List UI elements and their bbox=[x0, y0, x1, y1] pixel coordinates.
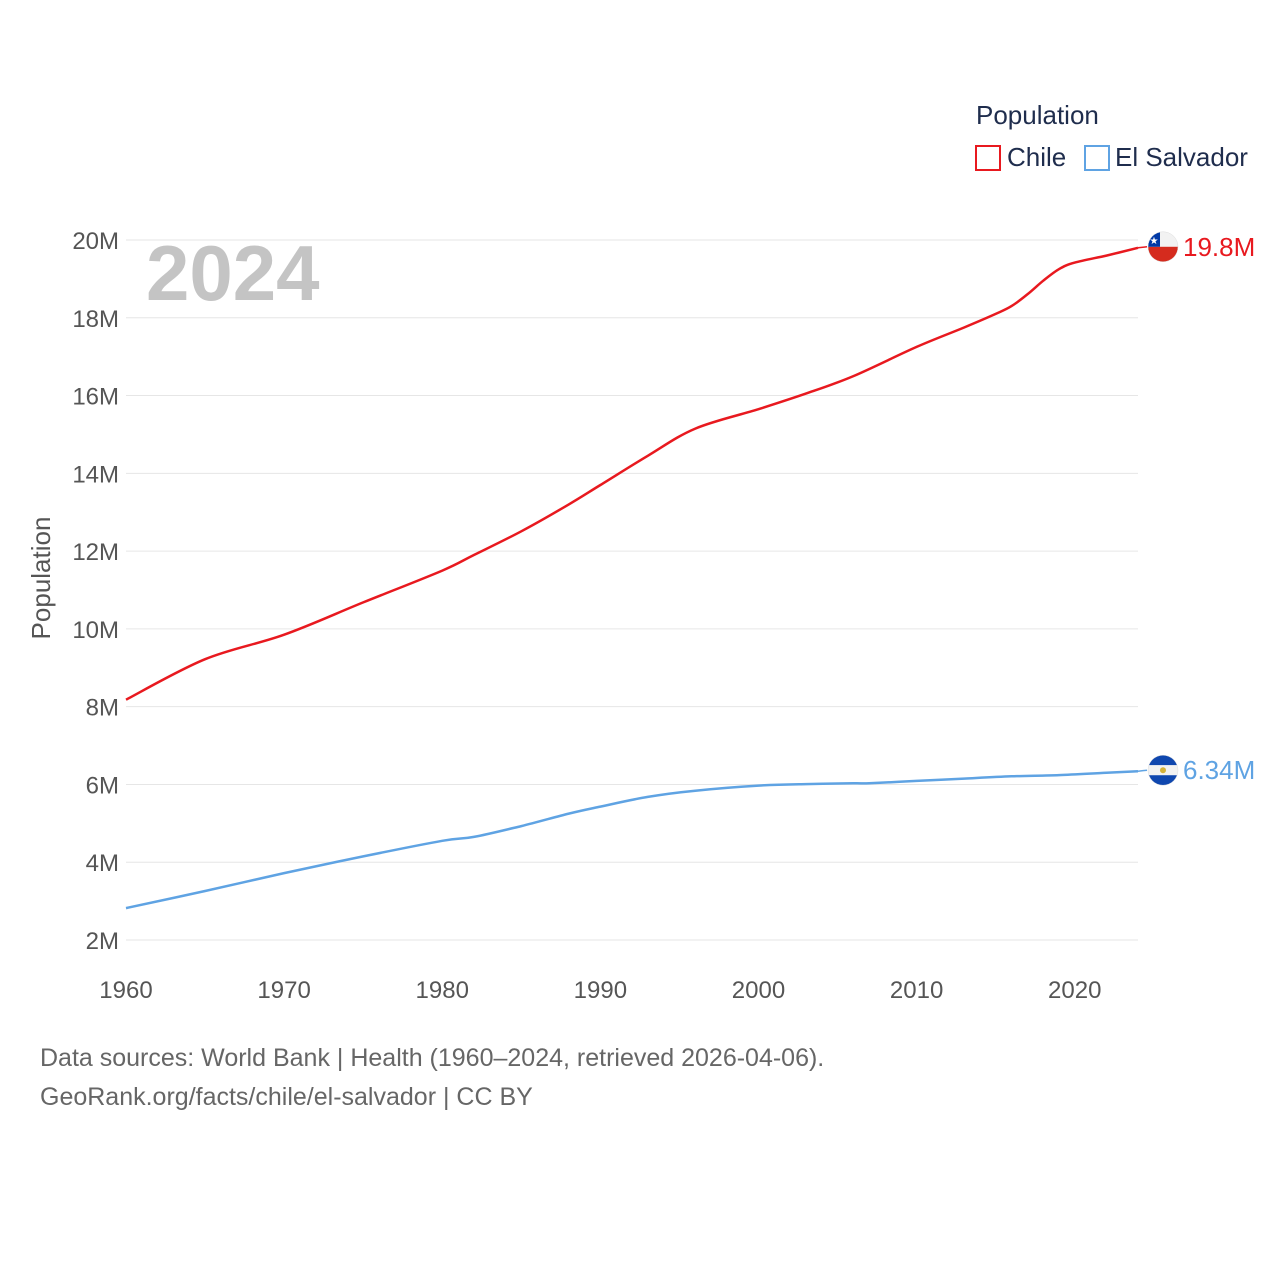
x-axis-ticks: 1960 1970 1980 1990 2000 2010 2020 bbox=[99, 977, 1101, 1004]
y-axis-ticks: 2M 4M 6M 8M 10M 12M 14M 16M 18M 20M bbox=[72, 228, 119, 955]
x-tick-label: 2010 bbox=[890, 977, 943, 1004]
y-tick-label: 2M bbox=[86, 928, 119, 955]
x-tick-label: 1980 bbox=[416, 977, 469, 1004]
y-tick-label: 10M bbox=[72, 617, 119, 644]
y-tick-label: 8M bbox=[86, 695, 119, 722]
x-tick-label: 1960 bbox=[99, 977, 152, 1004]
series-lines bbox=[125, 246, 1139, 910]
legend-swatch-el-salvador bbox=[1084, 145, 1110, 171]
y-tick-label: 4M bbox=[86, 850, 119, 877]
end-value-label-chile: 19.8M bbox=[1183, 232, 1255, 262]
x-tick-label: 2000 bbox=[732, 977, 785, 1004]
gridlines bbox=[126, 239, 1138, 941]
el-salvador-flag-icon bbox=[1147, 754, 1179, 786]
data-sources-note: Data sources: World Bank | Health (1960–… bbox=[40, 1044, 825, 1072]
end-connector-chile bbox=[1137, 246, 1148, 249]
legend: Population Chile El Salvador bbox=[975, 100, 1248, 172]
series-line-el-salvador bbox=[125, 769, 1139, 910]
chile-flag-icon: ★ bbox=[1147, 231, 1179, 263]
y-tick-label: 20M bbox=[72, 228, 119, 255]
x-tick-label: 1970 bbox=[257, 977, 310, 1004]
legend-label-chile: Chile bbox=[1007, 142, 1066, 172]
series-line-chile bbox=[125, 246, 1139, 701]
legend-swatch-chile bbox=[975, 145, 1001, 171]
y-tick-label: 12M bbox=[72, 539, 119, 566]
y-axis-label: Population bbox=[26, 517, 56, 640]
y-tick-label: 16M bbox=[72, 384, 119, 411]
attribution-note: GeoRank.org/facts/chile/el-salvador | CC… bbox=[40, 1083, 533, 1111]
legend-item-el-salvador[interactable]: El Salvador bbox=[1084, 142, 1248, 172]
legend-label-el-salvador: El Salvador bbox=[1115, 142, 1248, 172]
series-end-markers: ★ 19.8M 6.34M bbox=[1137, 231, 1255, 786]
y-tick-label: 6M bbox=[86, 772, 119, 799]
legend-item-chile[interactable]: Chile bbox=[975, 142, 1066, 172]
y-tick-label: 14M bbox=[72, 461, 119, 488]
current-year-label: 2024 bbox=[146, 229, 320, 317]
end-connector-el-salvador bbox=[1137, 769, 1148, 772]
y-tick-label: 18M bbox=[72, 306, 119, 333]
legend-title: Population bbox=[976, 100, 1099, 130]
end-value-label-el-salvador: 6.34M bbox=[1183, 755, 1255, 785]
x-tick-label: 1990 bbox=[574, 977, 627, 1004]
svg-text:★: ★ bbox=[1150, 236, 1159, 247]
x-tick-label: 2020 bbox=[1048, 977, 1101, 1004]
